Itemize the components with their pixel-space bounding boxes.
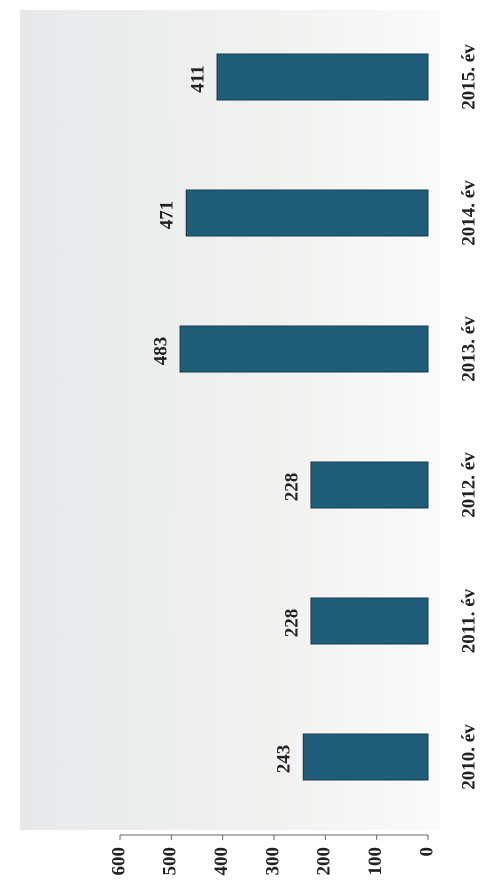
bar <box>179 325 429 373</box>
y-tick-label: 400 <box>211 847 232 876</box>
bar <box>185 189 429 237</box>
y-tick-label: 600 <box>108 847 129 876</box>
bar <box>302 733 429 781</box>
x-tick-label: 2010. év <box>458 724 479 790</box>
value-label: 228 <box>281 473 302 502</box>
y-tick-label: 0 <box>416 847 437 857</box>
y-tick-label: 200 <box>314 847 335 876</box>
y-tick-label: 100 <box>365 847 386 876</box>
x-tick-label: 2013. év <box>458 316 479 382</box>
background-photo <box>20 10 440 830</box>
bar <box>310 461 429 509</box>
value-label: 228 <box>281 609 302 638</box>
x-tick-label: 2012. év <box>458 452 479 518</box>
value-label: 243 <box>274 745 295 774</box>
bar <box>216 53 429 101</box>
x-tick-label: 2011. év <box>458 588 479 653</box>
value-label: 471 <box>157 201 178 230</box>
x-tick-label: 2014. év <box>458 180 479 246</box>
value-label: 411 <box>187 65 208 92</box>
value-label: 483 <box>150 337 171 366</box>
y-tick-label: 300 <box>262 847 283 876</box>
bar <box>310 597 429 645</box>
x-tick-label: 2015. év <box>458 44 479 110</box>
rotated-chart: 0 100 200 300 400 500 600 2010. év 243 2011. év 22… <box>108 44 479 876</box>
y-tick-label: 500 <box>160 847 181 876</box>
